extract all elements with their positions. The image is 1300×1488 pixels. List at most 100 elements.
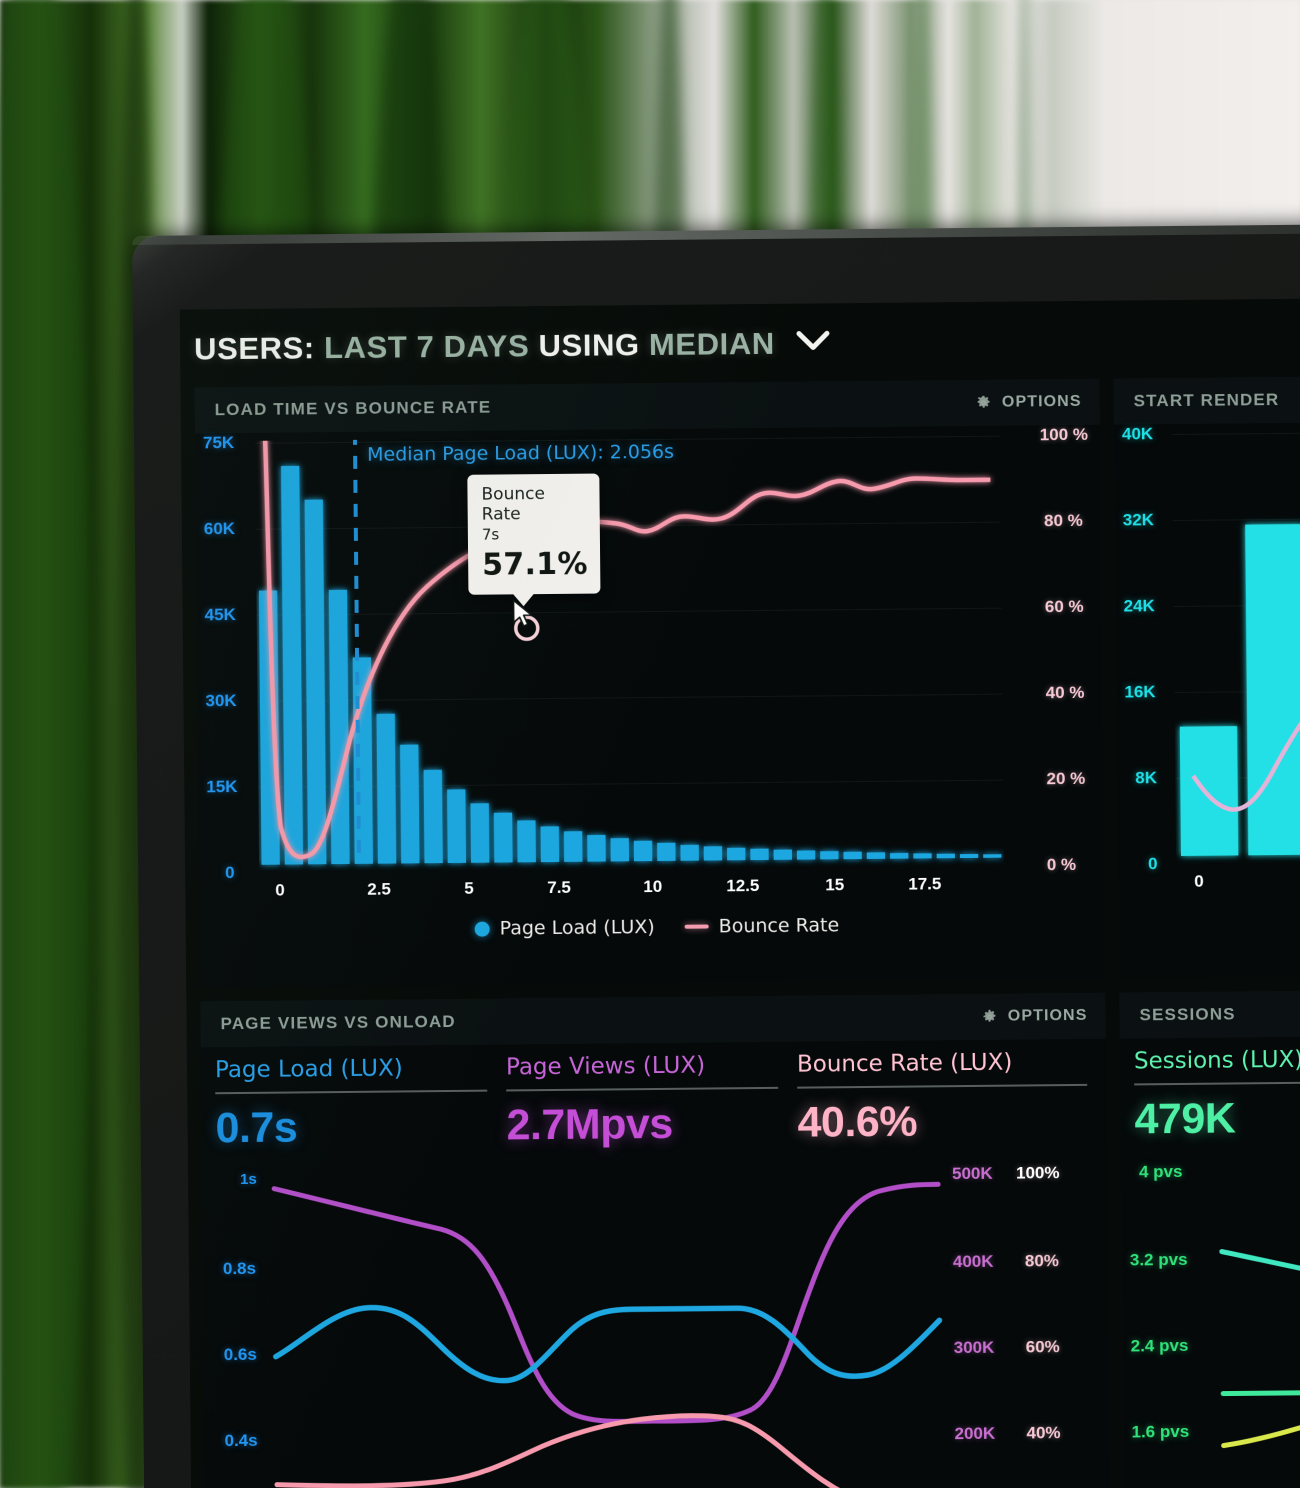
panel-start-render: START RENDER 40K 32K 24K 16K 8K 0 0 [1113,376,1300,979]
bar[interactable] [376,713,397,864]
y-axis-tick: 1s [239,1170,257,1189]
legend-item-page-load[interactable]: Page Load (LUX) [474,916,655,940]
y2-axis-tick: 100 % [1039,424,1089,445]
y2-axis-tick: 400K [952,1251,994,1272]
bar[interactable] [913,853,932,859]
bar[interactable] [657,842,676,861]
y2-axis-tick: 300K [953,1337,995,1358]
options-button[interactable]: OPTIONS [982,1007,1088,1026]
bar[interactable] [587,834,606,862]
x-axis-tick: 0 [275,880,285,900]
bar[interactable] [727,847,746,861]
page-title-stat: MEDIAN [648,325,775,363]
legend-line-icon [684,924,709,929]
bar[interactable] [773,849,792,860]
y3-axis-tick: 60% [1025,1337,1060,1357]
y-axis-tick: 40K [1121,424,1154,444]
series-sessions-c [1221,1401,1300,1449]
bar[interactable] [843,851,862,860]
bar[interactable] [304,499,327,865]
metric-value: 479K [1134,1094,1236,1144]
y2-axis-tick: 0 % [1046,854,1077,875]
y-axis-tick: 60K [203,519,236,539]
page-title[interactable]: USERS: LAST 7 DAYS USING MEDIAN [194,323,830,367]
x-axis-tick: 0 [1194,871,1204,891]
legend-item-bounce-rate[interactable]: Bounce Rate [684,914,840,938]
mouse-cursor-icon [512,599,533,628]
bar[interactable] [1179,726,1239,856]
y2-axis-tick: 200K [954,1423,996,1444]
bar[interactable] [423,769,443,864]
page-title-prefix: USERS: [193,330,315,367]
metric-label: Bounce Rate (LUX) [796,1049,1013,1078]
bar[interactable] [610,838,630,862]
bar[interactable] [750,848,769,861]
bar[interactable] [703,846,723,861]
metric-label: Sessions (LUX) [1133,1046,1300,1075]
bar[interactable] [517,820,536,863]
tooltip-subtitle: 7s [481,525,500,544]
legend-label: Bounce Rate [718,914,840,938]
gear-icon [976,395,992,411]
x-axis-tick: 10 [643,876,663,897]
panel-title: PAGE VIEWS VS ONLOAD [220,1011,456,1034]
chart-start-render[interactable]: 40K 32K 24K 16K 8K 0 0 [1114,422,1300,978]
bar[interactable] [493,812,513,863]
median-annotation-label: Median Page Load (LUX): 2.056s [367,440,675,466]
metric-page-load: Page Load (LUX) 0.7s [215,1055,488,1154]
bar[interactable] [866,852,886,859]
bar[interactable] [820,851,839,860]
bar[interactable] [680,844,699,861]
y-axis-tick: 2.4 pvs [1130,1335,1189,1356]
plot-svg [1219,1249,1300,1449]
bar[interactable] [1245,524,1300,856]
plot-svg [258,433,1002,865]
bar[interactable] [633,840,653,862]
bar[interactable] [352,657,373,864]
bar[interactable] [400,744,420,864]
chevron-down-icon[interactable] [796,323,830,359]
legend-dot-icon [474,921,490,937]
bar[interactable] [540,826,560,863]
bar[interactable] [280,465,304,865]
metric-page-views: Page Views (LUX) 2.7Mpvs [506,1052,779,1151]
metric-value: 2.7Mpvs [506,1099,673,1150]
gear-icon [982,1009,998,1025]
metric-label: Page Views (LUX) [505,1052,706,1081]
bar[interactable] [563,831,583,862]
bar[interactable] [936,853,955,859]
plot-svg [1179,524,1300,856]
bar[interactable] [796,850,816,860]
page-title-range: LAST 7 DAYS [323,328,530,366]
bar[interactable] [447,789,467,863]
panel-title: START RENDER [1133,389,1280,411]
metric-sessions: Sessions (LUX) 479K [1134,1046,1300,1144]
y-axis-tick: 30K [205,691,237,711]
y-axis-tick: 1.6 pvs [1131,1421,1190,1442]
y-axis-tick: 0 [225,863,235,883]
bar[interactable] [258,590,280,865]
chart-legend[interactable]: Page Load (LUX) Bounce Rate [474,914,840,940]
plot-svg [271,1181,944,1488]
panel-header: START RENDER [1113,376,1300,425]
series-page-load [273,1304,943,1384]
options-button[interactable]: OPTIONS [976,393,1082,412]
laptop-device: USERS: LAST 7 DAYS USING MEDIAN LOAD TIM… [132,224,1300,1488]
metric-divider [506,1086,779,1092]
metric-divider [1134,1081,1300,1086]
bar[interactable] [983,854,1002,858]
bar[interactable] [959,853,979,859]
chart-page-views-vs-onload[interactable]: Page Load (LUX) 0.7s Page Views (LUX) 2.… [201,1039,1111,1488]
chart-sessions[interactable]: Sessions (LUX) 479K 4 pvs 3.2 pvs 2.4 pv… [1120,1036,1300,1488]
tooltip-title: Bounce Rate [481,484,546,525]
metric-value: 0.7s [215,1103,298,1153]
y-axis-tick: 0.6s [223,1344,257,1365]
chart-load-time-vs-bounce-rate[interactable]: 75K 60K 45K 30K 15K 0 100 % 80 % 60 % 40… [195,425,1105,988]
bar[interactable] [328,589,350,865]
bar[interactable] [470,803,490,863]
panel-header: PAGE VIEWS VS ONLOAD OPTIONS [200,992,1106,1048]
x-axis-tick: 5 [464,878,474,898]
series-sessions-b [1220,1389,1300,1397]
bar[interactable] [890,852,909,859]
